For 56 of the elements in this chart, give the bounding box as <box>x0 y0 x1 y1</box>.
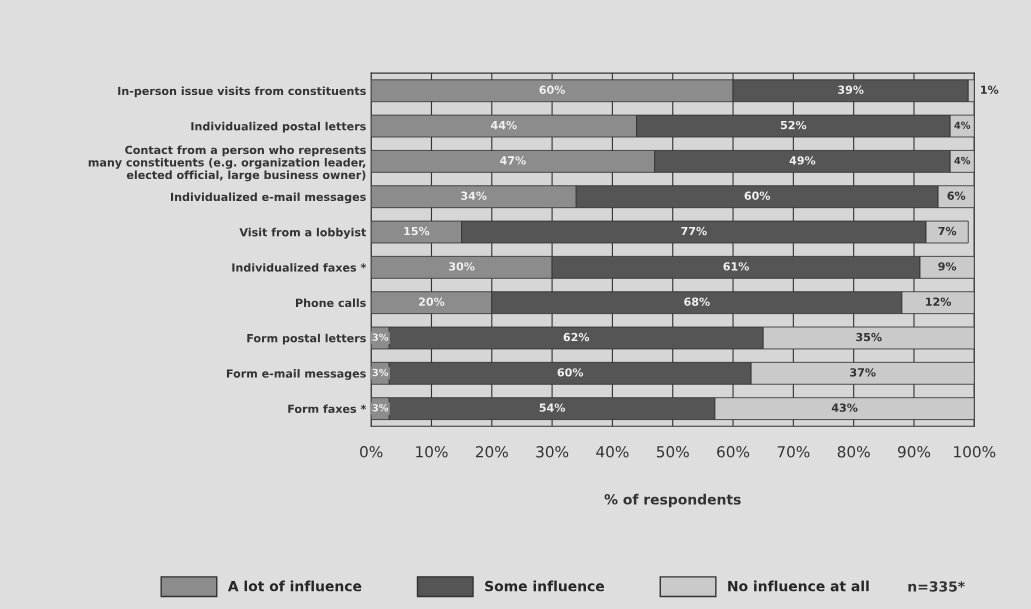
data-label: 30% <box>449 262 475 271</box>
x-tick-label: 50% <box>656 446 689 458</box>
x-tick-label: 20% <box>475 446 508 458</box>
x-tick-label: 80% <box>837 446 870 458</box>
data-label: 3% <box>372 368 389 377</box>
y-tick-label: Form e-mail messages <box>226 369 366 380</box>
data-label: 44% <box>491 120 517 130</box>
data-label: 7% <box>938 226 957 236</box>
x-tick-label: 60% <box>717 446 750 458</box>
y-tick-label: Phone calls <box>296 298 366 308</box>
data-label: 77% <box>681 226 707 236</box>
x-tick-label: 40% <box>596 446 629 458</box>
x-tick-label: 30% <box>536 446 569 458</box>
data-label: 54% <box>539 403 566 412</box>
data-label: 1% <box>981 85 999 94</box>
data-label: 3% <box>372 404 389 412</box>
x-tick-label: 100% <box>954 446 996 458</box>
data-label: 62% <box>563 332 590 342</box>
x-axis-title: % of respondents <box>604 493 741 508</box>
data-label: 49% <box>789 156 816 165</box>
data-label: 60% <box>744 191 771 200</box>
data-label: 37% <box>850 368 876 377</box>
y-tick-label: Visit from a lobbyist <box>239 227 367 239</box>
data-label: 52% <box>780 120 807 130</box>
data-label: 4% <box>954 121 971 129</box>
data-label: 9% <box>938 262 957 271</box>
data-label: 43% <box>831 403 858 412</box>
data-label: 4% <box>954 156 971 165</box>
legend-label: No influence at all <box>728 580 869 592</box>
y-tick-label: Contact from a person who represents many constituents (e.g. organization leader, elected official, large business owner) <box>88 145 366 182</box>
y-tick-label: Individualized postal letters <box>191 121 366 133</box>
legend-label: A lot of influence <box>227 580 362 592</box>
text: n=335* <box>908 581 965 592</box>
y-tick-label: Form postal letters <box>247 333 366 345</box>
x-tick-label: 70% <box>777 446 810 458</box>
data-label: 15% <box>404 226 430 236</box>
data-label: 34% <box>461 191 487 200</box>
data-label: 6% <box>947 191 966 200</box>
data-label: 68% <box>684 297 710 306</box>
data-label: 47% <box>500 156 526 165</box>
data-label: 39% <box>838 85 864 94</box>
data-label: 12% <box>926 297 952 306</box>
data-label: 60% <box>539 85 566 94</box>
x-tick-label: 0% <box>360 446 383 458</box>
x-tick-label: 10% <box>416 446 448 458</box>
y-tick-label: In-person issue visits from constituents <box>118 86 366 98</box>
y-tick-label: Form faxes * <box>288 404 367 414</box>
y-tick-label: Individualized e-mail messages <box>171 192 366 204</box>
data-label: 61% <box>723 262 749 271</box>
data-label: 35% <box>856 332 882 342</box>
y-tick-label: Individualized faxes * <box>232 263 367 272</box>
x-tick-label: 90% <box>897 446 931 458</box>
data-label: 60% <box>557 368 584 377</box>
data-label: 3% <box>372 333 389 341</box>
data-label: 20% <box>419 297 445 306</box>
legend-label: Some influence <box>485 580 605 592</box>
